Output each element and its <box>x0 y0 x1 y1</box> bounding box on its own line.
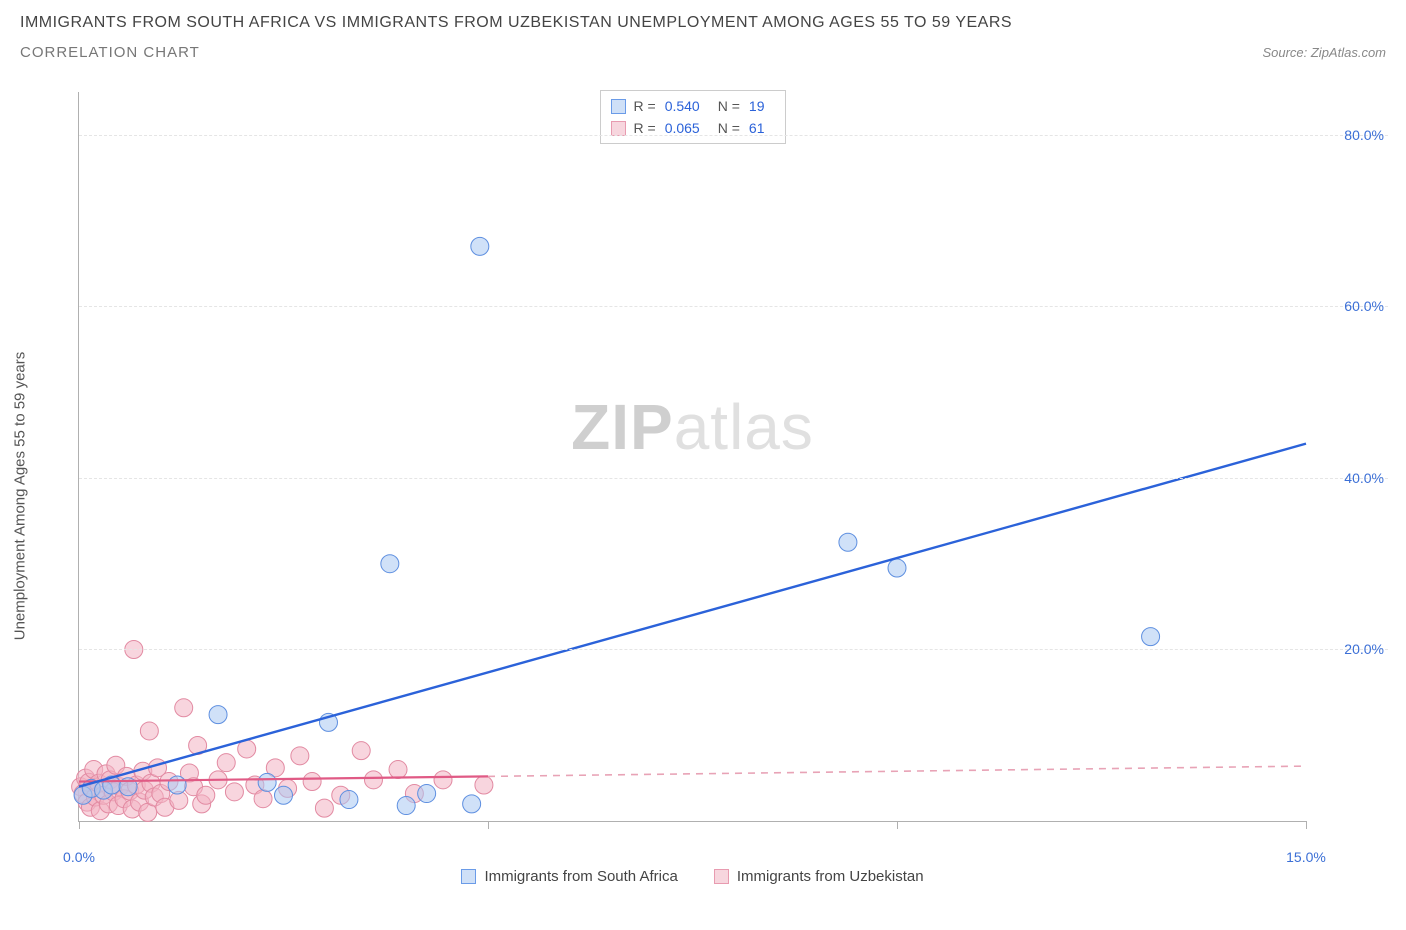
data-point <box>381 555 399 573</box>
legend-label-uz: Immigrants from Uzbekistan <box>737 868 924 885</box>
gridline <box>79 478 1388 479</box>
y-tick-label: 20.0% <box>1344 641 1384 657</box>
plot-area: ZIPatlas R = 0.540 N = 19 R = 0.065 N = … <box>78 92 1306 822</box>
data-point <box>291 747 309 765</box>
gridline <box>79 306 1388 307</box>
data-point <box>352 742 370 760</box>
x-tick <box>1306 821 1307 829</box>
data-point <box>209 706 227 724</box>
data-point <box>275 786 293 804</box>
data-point <box>140 722 158 740</box>
data-point <box>254 790 272 808</box>
scatter-svg <box>79 92 1306 821</box>
data-point <box>888 559 906 577</box>
y-tick-label: 80.0% <box>1344 127 1384 143</box>
x-tick <box>79 821 80 829</box>
gridline <box>79 649 1388 650</box>
data-point <box>839 533 857 551</box>
data-point <box>434 771 452 789</box>
data-point <box>303 773 321 791</box>
swatch-sa-icon <box>461 869 476 884</box>
data-point <box>197 786 215 804</box>
data-point <box>364 771 382 789</box>
regression-line-uz-ext <box>488 766 1306 776</box>
data-point <box>175 699 193 717</box>
data-point <box>1142 628 1160 646</box>
y-tick-label: 40.0% <box>1344 470 1384 486</box>
legend-item-sa: Immigrants from South Africa <box>461 868 677 885</box>
y-tick-label: 60.0% <box>1344 298 1384 314</box>
legend-item-uz: Immigrants from Uzbekistan <box>714 868 924 885</box>
swatch-uz-icon <box>714 869 729 884</box>
legend-label-sa: Immigrants from South Africa <box>484 868 677 885</box>
chart-source: Source: ZipAtlas.com <box>1262 45 1386 60</box>
x-tick <box>488 821 489 829</box>
data-point <box>340 791 358 809</box>
x-tick-label: 15.0% <box>1286 849 1326 865</box>
y-axis-label: Unemployment Among Ages 55 to 59 years <box>12 352 29 641</box>
x-tick-label: 0.0% <box>63 849 95 865</box>
chart-area: Unemployment Among Ages 55 to 59 years Z… <box>60 92 1388 900</box>
chart-title: IMMIGRANTS FROM SOUTH AFRICA VS IMMIGRAN… <box>20 14 1386 32</box>
gridline <box>79 135 1388 136</box>
data-point <box>258 773 276 791</box>
chart-header: IMMIGRANTS FROM SOUTH AFRICA VS IMMIGRAN… <box>0 0 1406 61</box>
data-point <box>418 785 436 803</box>
data-point <box>168 776 186 794</box>
chart-subtitle: CORRELATION CHART <box>20 44 200 61</box>
data-point <box>389 761 407 779</box>
data-point <box>475 776 493 794</box>
data-point <box>397 797 415 815</box>
data-point <box>225 783 243 801</box>
data-point <box>471 237 489 255</box>
data-point <box>217 754 235 772</box>
regression-line-sa <box>79 444 1306 787</box>
subtitle-row: CORRELATION CHART Source: ZipAtlas.com <box>20 44 1386 61</box>
x-tick <box>897 821 898 829</box>
data-point <box>315 799 333 817</box>
data-point <box>463 795 481 813</box>
legend-series: Immigrants from South Africa Immigrants … <box>79 868 1306 885</box>
